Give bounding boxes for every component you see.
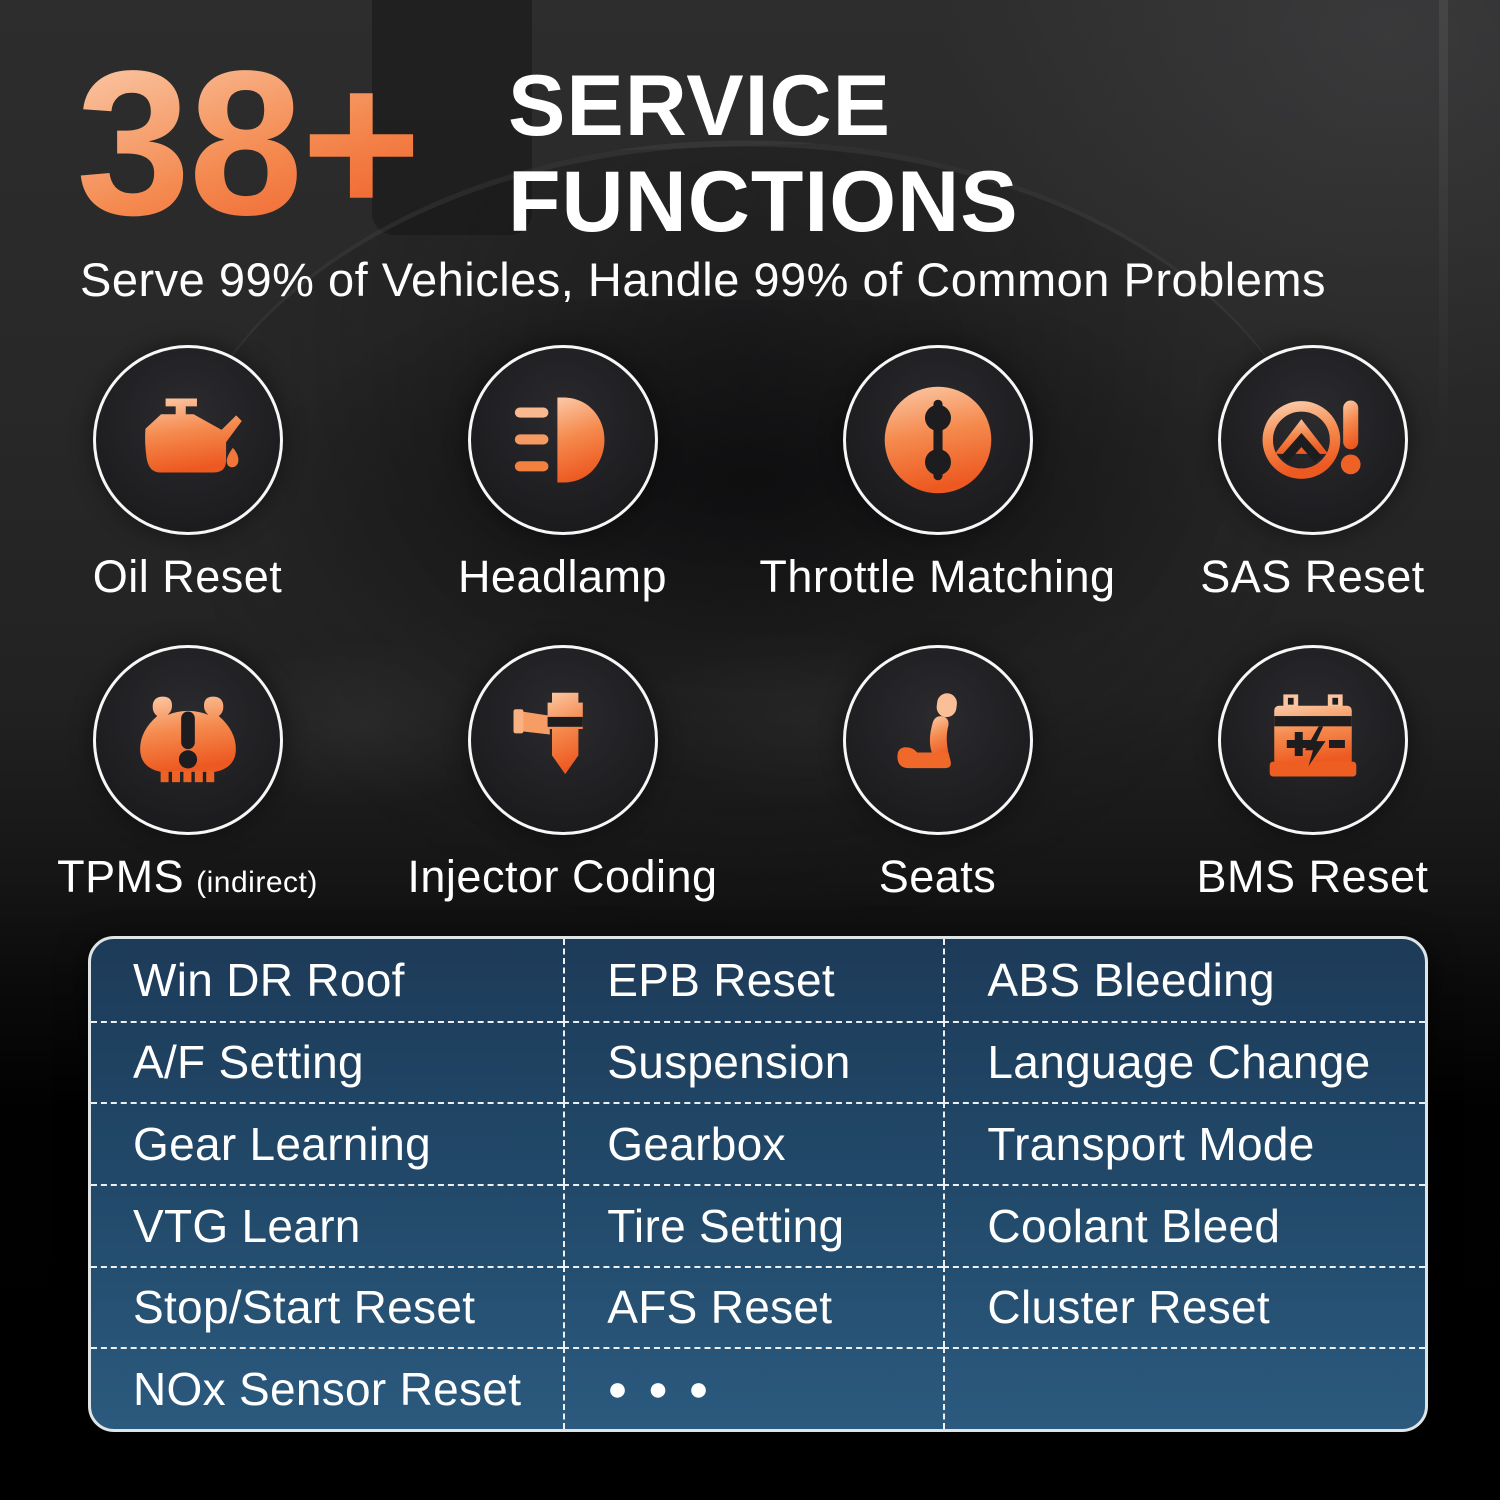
table-cell: Tire Setting bbox=[563, 1183, 944, 1266]
icon-circle bbox=[1217, 345, 1408, 535]
oil-can-icon bbox=[144, 398, 242, 473]
table-cell: Transport Mode bbox=[943, 1102, 1425, 1184]
function-label: BMS Reset bbox=[1196, 851, 1429, 902]
function-item-bms-reset: BMS Reset bbox=[1125, 645, 1500, 903]
table-cell: NOx Sensor Reset bbox=[91, 1347, 564, 1429]
fuel-injector-icon bbox=[513, 692, 583, 775]
table-cell: ABS Bleeding bbox=[943, 939, 1425, 1021]
icon-circle bbox=[92, 345, 283, 535]
table-cell: VTG Learn bbox=[91, 1183, 564, 1266]
icon-circle bbox=[467, 345, 658, 535]
function-item-throttle-matching: Throttle Matching bbox=[750, 345, 1125, 603]
table-cell: AFS Reset bbox=[563, 1265, 944, 1348]
function-label-suffix: (indirect) bbox=[196, 866, 318, 899]
function-item-sas-reset: SAS Reset bbox=[1125, 345, 1500, 603]
page-title-line2: FUNCTIONS bbox=[508, 154, 1019, 251]
table-cell-ellipsis: ●●● bbox=[563, 1347, 944, 1429]
headlamp-icon bbox=[514, 397, 604, 483]
car-seat-icon bbox=[896, 693, 957, 769]
function-item-headlamp: Headlamp bbox=[375, 345, 750, 603]
page-title-line1: SERVICE bbox=[508, 58, 891, 154]
table-cell: Cluster Reset bbox=[943, 1265, 1425, 1348]
table-cell: Coolant Bleed bbox=[943, 1183, 1425, 1266]
steering-wheel-warning-icon bbox=[1262, 400, 1361, 479]
icon-circle bbox=[842, 645, 1033, 835]
function-item-injector-coding: Injector Coding bbox=[375, 645, 750, 903]
function-label: Seats bbox=[878, 851, 997, 902]
table-cell: EPB Reset bbox=[563, 939, 943, 1021]
icon-circle bbox=[467, 645, 658, 835]
function-label: SAS Reset bbox=[1200, 551, 1425, 602]
service-table: Win DR Roof EPB Reset ABS Bleeding A/F S… bbox=[88, 936, 1428, 1432]
icon-circle bbox=[842, 345, 1033, 535]
icon-circle bbox=[92, 645, 283, 835]
table-cell: A/F Setting bbox=[91, 1020, 564, 1103]
function-count: 38+ bbox=[76, 28, 421, 258]
function-label: TPMS (indirect) bbox=[57, 851, 318, 902]
page-title: SERVICE FUNCTIONS bbox=[508, 58, 1019, 251]
function-item-tpms: TPMS (indirect) bbox=[0, 645, 375, 903]
function-label: Throttle Matching bbox=[759, 551, 1116, 602]
battery-icon bbox=[1269, 694, 1356, 777]
table-cell: Language Change bbox=[943, 1020, 1425, 1103]
table-cell: Stop/Start Reset bbox=[91, 1265, 564, 1348]
function-item-oil-reset: Oil Reset bbox=[0, 345, 375, 603]
subtitle: Serve 99% of Vehicles, Handle 99% of Com… bbox=[80, 253, 1327, 306]
icon-circle bbox=[1217, 645, 1408, 835]
table-cell bbox=[943, 1347, 1425, 1429]
table-cell: Gearbox bbox=[563, 1102, 944, 1184]
table-cell: Win DR Roof bbox=[133, 953, 405, 1006]
throttle-body-icon bbox=[884, 386, 991, 494]
table-cell: Gear Learning bbox=[91, 1102, 564, 1184]
function-label: Headlamp bbox=[457, 551, 668, 602]
function-label: Oil Reset bbox=[92, 551, 283, 602]
tire-pressure-warning-icon bbox=[139, 696, 236, 783]
function-label: Injector Coding bbox=[407, 851, 718, 902]
function-item-seats: Seats bbox=[750, 645, 1125, 903]
table-cell: Suspension bbox=[563, 1020, 944, 1103]
function-grid: Oil Reset Headlamp Throttle Matchi bbox=[0, 345, 1500, 903]
